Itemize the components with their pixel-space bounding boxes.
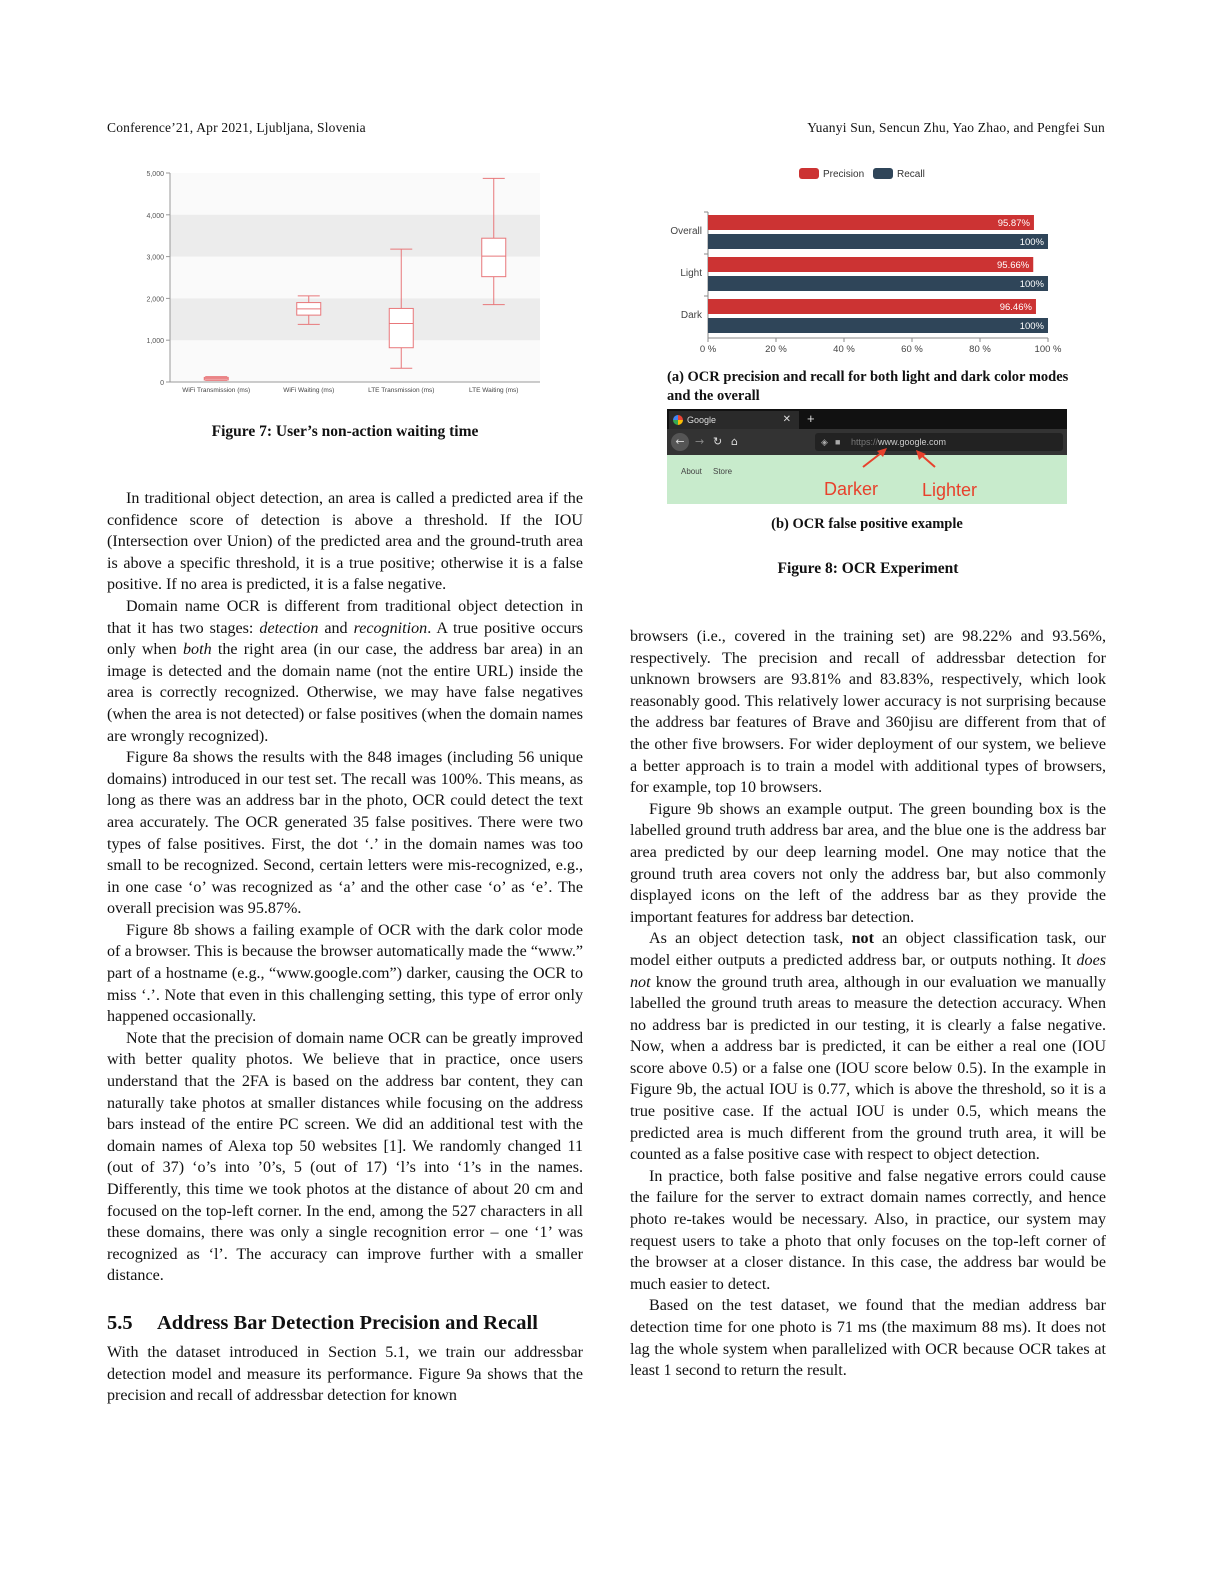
data-label: 95.87% [998, 218, 1031, 229]
conference-info: Conference’21, Apr 2021, Ljubljana, Slov… [107, 120, 366, 135]
x-tick-label: LTE Transmission (ms) [368, 387, 434, 394]
category-label: Overall [670, 226, 702, 237]
paragraph: Figure 8b shows a failing example of OCR… [107, 921, 583, 1026]
category-label: Light [680, 268, 702, 279]
author-list: Yuanyi Sun, Sencun Zhu, Yao Zhao, and Pe… [807, 120, 1105, 135]
browser-screenshot: Google ✕ + ← → ↻ ⌂ ◈ ■ https://www.googl… [667, 409, 1067, 504]
paragraph: Figure 8a shows the results with the 848… [107, 749, 583, 918]
browser-tab: Google ✕ [669, 411, 799, 429]
data-label: 96.46% [1000, 302, 1033, 313]
address-bar: ◈ ■ https://www.google.com [815, 433, 1063, 451]
y-tick-label: 2,000 [146, 296, 164, 303]
lighter-label: Lighter [922, 480, 978, 500]
bar-chart: Precision Recall 0 % 20 % 40 % 60 % 80 % 100 % O… [670, 168, 1062, 355]
arrowhead-darker [877, 448, 887, 457]
figure-7-chart: 0 1,000 2,000 3,000 4,000 5,000 WiFi Transmiss… [140, 165, 550, 395]
store-link: Store [713, 467, 733, 476]
data-label: 100% [1020, 279, 1045, 290]
grid-band [170, 298, 540, 341]
paragraph: Domain name OCR is different from tradit… [107, 597, 583, 745]
x-tick-label: LTE Waiting (ms) [469, 387, 518, 394]
tab-title: Google [687, 415, 717, 425]
new-tab-icon: + [807, 411, 815, 426]
y-tick-label: 0 [160, 380, 164, 387]
reload-icon: ↻ [713, 435, 723, 448]
figure-7-caption: Figure 7: User’s non-action waiting time [211, 423, 479, 440]
y-tick-label: 5,000 [146, 171, 164, 178]
browser-toolbar: ← → ↻ ⌂ ◈ ■ https://www.google.com [667, 429, 1067, 455]
data-label: 100% [1020, 237, 1045, 248]
section-number: 5.5 [107, 1312, 133, 1334]
figure-8-caption: Figure 8: OCR Experiment [777, 560, 959, 577]
x-tick-label: WiFi Transmission (ms) [182, 387, 250, 394]
paragraph: In practice, both false positive and fal… [630, 1167, 1106, 1293]
x-tick-label: 40 % [833, 344, 855, 355]
box [481, 237, 507, 278]
x-tick-label: 20 % [765, 344, 787, 355]
home-icon: ⌂ [731, 435, 738, 448]
tab-bar: Google ✕ + [667, 409, 1067, 429]
paragraph: With the dataset introduced in Section 5… [107, 1344, 583, 1405]
y-tick-label: 3,000 [146, 255, 164, 262]
precision-bar [708, 299, 1036, 314]
legend-label-precision: Precision [823, 169, 864, 180]
data-label: 100% [1020, 321, 1045, 332]
box-plot: 0 1,000 2,000 3,000 4,000 5,000 WiFi Transmiss… [146, 171, 540, 394]
plot-background [170, 173, 540, 382]
x-tick-label: WiFi Waiting (ms) [283, 387, 334, 394]
url-scheme: https:// [851, 437, 879, 447]
paragraph: Based on the test dataset, we found that… [630, 1297, 1106, 1380]
precision-bar [708, 215, 1034, 230]
x-tick-label: 100 % [1035, 344, 1062, 355]
x-tick-label: 60 % [901, 344, 923, 355]
close-icon: ✕ [782, 414, 791, 425]
annotation-arrows [862, 448, 936, 468]
recall-bar [708, 276, 1048, 291]
box [388, 307, 414, 349]
figure-8a-caption: (a) OCR precision and recall for both li… [667, 369, 1069, 404]
paragraph: In traditional object detection, an area… [107, 490, 583, 594]
section-heading: 5.5 Address Bar Detection Precision and R… [107, 1312, 583, 1335]
google-icon [673, 415, 683, 425]
x-tick-label: 0 % [700, 344, 717, 355]
x-tick-label: 80 % [969, 344, 991, 355]
figure-8b-caption: (b) OCR false positive example [771, 516, 963, 532]
y-tick-label: 4,000 [146, 213, 164, 220]
running-header: Conference’21, Apr 2021, Ljubljana, Slov… [107, 120, 1105, 140]
left-column-continued: With the dataset introduced in Section 5… [107, 1342, 583, 1407]
forward-icon: → [695, 435, 705, 448]
lock-icon: ■ [835, 437, 841, 447]
paragraph: As an object detection task, not an obje… [630, 930, 1106, 1164]
left-column: In traditional object detection, an area… [107, 488, 583, 1287]
arrowhead-lighter [916, 450, 926, 460]
legend-swatch-precision [799, 168, 819, 179]
right-column: browsers (i.e., covered in the training … [630, 626, 1106, 1382]
url-host: www.google.com [878, 437, 947, 447]
about-link: About [681, 467, 702, 476]
grid-band [170, 214, 540, 257]
figure-8a-chart: Precision Recall 0 % 20 % 40 % 60 % 80 % 100 % O… [660, 160, 1070, 360]
paragraph: browsers (i.e., covered in the training … [630, 628, 1106, 797]
data-label: 95.66% [997, 260, 1030, 271]
back-icon: ← [671, 433, 689, 451]
shield-icon: ◈ [821, 437, 828, 447]
paragraph: Figure 9b shows an example output. The g… [630, 800, 1106, 926]
precision-bar [708, 257, 1034, 272]
darker-label: Darker [824, 479, 879, 499]
recall-bar [708, 234, 1048, 249]
section-title: Address Bar Detection Precision and Reca… [157, 1312, 538, 1334]
legend-swatch-recall [873, 168, 893, 179]
paragraph: Note that the precision of domain name O… [107, 1029, 583, 1285]
recall-bar [708, 318, 1048, 333]
legend-label-recall: Recall [897, 169, 925, 180]
category-label: Dark [681, 310, 703, 321]
y-tick-label: 1,000 [146, 338, 164, 345]
